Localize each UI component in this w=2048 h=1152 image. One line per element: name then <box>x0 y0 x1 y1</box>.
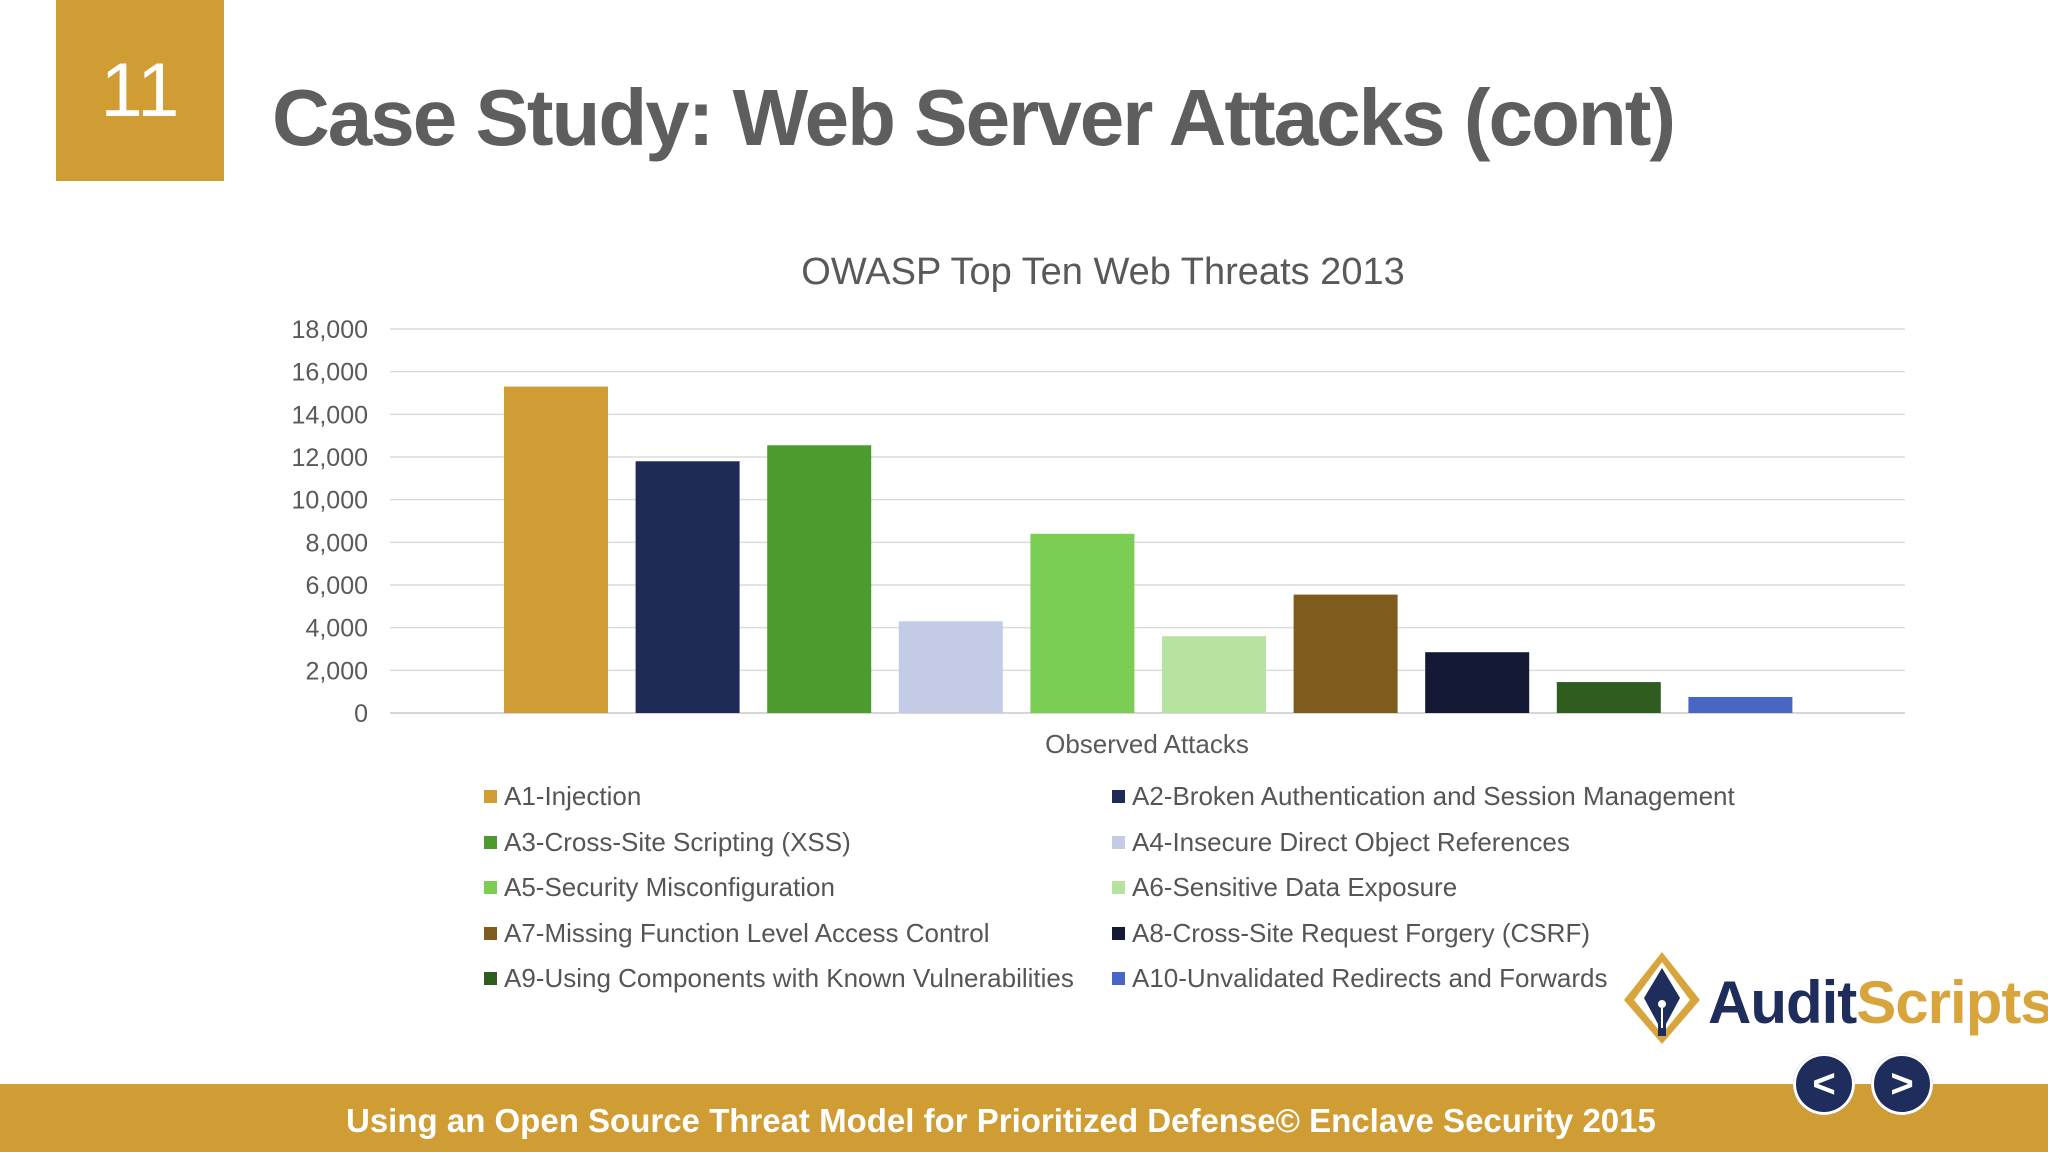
y-tick-label: 2,000 <box>305 657 368 685</box>
legend-swatch <box>1112 881 1125 895</box>
logo-wordmark-audit: Audit <box>1708 969 1857 1036</box>
x-axis-label: Observed Attacks <box>1045 729 1249 759</box>
bar-a2 <box>635 461 740 713</box>
legend-swatch <box>1112 926 1125 940</box>
y-tick-label: 18,000 <box>292 316 368 344</box>
chart-title: OWASP Top Ten Web Threats 2013 <box>801 251 1404 293</box>
bar-a9 <box>1556 682 1661 713</box>
legend-item-a9: A9-Using Components with Known Vulnerabi… <box>484 962 1112 996</box>
logo-wordmark: AuditScripts <box>1708 968 2048 1037</box>
previous-slide-button[interactable]: < <box>1793 1053 1855 1115</box>
y-tick-label: 4,000 <box>305 615 368 643</box>
y-axis-tick-labels: 0 2,000 4,000 6,000 8,000 10,000 12,000 14,000 1… <box>292 316 368 728</box>
legend-label: A10-Unvalidated Redirects and Forwards <box>1132 963 1608 994</box>
pen-nib-icon <box>1624 952 1700 1044</box>
legend-item-a7: A7-Missing Function Level Access Control <box>484 917 1112 951</box>
legend-swatch <box>484 835 497 849</box>
legend-swatch <box>1112 972 1125 986</box>
legend-label: A6-Sensitive Data Exposure <box>1132 872 1458 903</box>
legend-swatch <box>484 926 497 940</box>
bar-a5 <box>1030 533 1135 713</box>
bar-a6 <box>1162 636 1266 713</box>
legend-item-a10: A10-Unvalidated Redirects and Forwards <box>1112 962 1744 996</box>
legend-item-a2: A2-Broken Authentication and Session Man… <box>1112 780 1744 814</box>
y-tick-label: 10,000 <box>292 487 368 515</box>
chevron-right-icon: > <box>1890 1061 1914 1106</box>
slide-number: 11 <box>100 48 180 133</box>
auditscripts-logo: AuditScripts <box>1620 948 2048 1048</box>
legend-swatch <box>484 972 497 986</box>
bar-a10 <box>1688 697 1793 713</box>
slide-title: Case Study: Web Server Attacks (cont) <box>272 73 1676 162</box>
legend-label: A5-Security Misconfiguration <box>504 872 835 903</box>
legend-swatch <box>1112 835 1125 849</box>
y-tick-label: 12,000 <box>292 444 368 472</box>
legend-label: A7-Missing Function Level Access Control <box>504 917 990 948</box>
bar-a3 <box>767 445 872 713</box>
legend-label: A3-Cross-Site Scripting (XSS) <box>504 826 851 857</box>
y-tick-label: 14,000 <box>292 401 368 429</box>
y-tick-label: 16,000 <box>292 359 368 387</box>
legend-label: A4-Insecure Direct Object References <box>1132 826 1570 857</box>
bar-a1 <box>504 386 608 713</box>
legend-label: A2-Broken Authentication and Session Man… <box>1132 781 1735 812</box>
legend-item-a1: A1-Injection <box>484 780 1112 814</box>
slide-number-box: 11 <box>56 0 224 181</box>
legend-item-a4: A4-Insecure Direct Object References <box>1112 826 1744 860</box>
legend-swatch <box>1112 790 1125 804</box>
legend-swatch <box>484 881 497 895</box>
legend-label: A9-Using Components with Known Vulnerabi… <box>504 963 1074 994</box>
gridlines <box>390 328 1905 714</box>
legend-item-a3: A3-Cross-Site Scripting (XSS) <box>484 826 1112 860</box>
footer-text: Using an Open Source Threat Model for Pr… <box>346 1102 1656 1139</box>
legend-item-a6: A6-Sensitive Data Exposure <box>1112 871 1744 905</box>
y-tick-label: 8,000 <box>305 529 368 557</box>
legend-item-a5: A5-Security Misconfiguration <box>484 871 1112 905</box>
bar-a7 <box>1293 594 1398 713</box>
y-tick-label: 0 <box>354 700 368 728</box>
legend-swatch <box>484 790 497 804</box>
legend-label: A8-Cross-Site Request Forgery (CSRF) <box>1132 917 1590 948</box>
chart-legend: A1-Injection A2-Broken Authentication and… <box>484 780 1744 996</box>
bars <box>504 386 1793 713</box>
y-tick-label: 6,000 <box>305 572 368 600</box>
next-slide-button[interactable]: > <box>1871 1053 1933 1115</box>
legend-item-a8: A8-Cross-Site Request Forgery (CSRF) <box>1112 917 1744 951</box>
footer-bar: Using an Open Source Threat Model for Pr… <box>0 1084 2048 1152</box>
bar-a8 <box>1425 652 1530 713</box>
chevron-left-icon: < <box>1812 1061 1836 1106</box>
legend-label: A1-Injection <box>504 781 642 812</box>
bar-chart: OWASP Top Ten Web Threats 2013 0 2,000 4,0… <box>292 251 1905 759</box>
logo-wordmark-scripts: Scripts <box>1856 969 2048 1036</box>
bar-a4 <box>898 621 1003 713</box>
